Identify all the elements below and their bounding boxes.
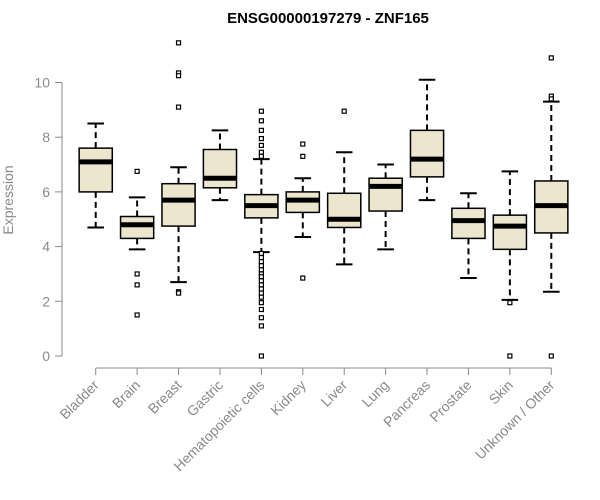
outlier-point bbox=[258, 278, 264, 284]
x-tick-label: Breast bbox=[145, 377, 185, 417]
y-tick-label: 0 bbox=[42, 348, 50, 364]
outlier-point bbox=[258, 149, 264, 155]
outlier-point bbox=[300, 275, 306, 281]
box-unknown-other bbox=[533, 55, 569, 359]
y-tick-label: 8 bbox=[42, 129, 50, 145]
box-iqr bbox=[78, 147, 114, 193]
box-iqr bbox=[492, 214, 528, 251]
outlier-point bbox=[258, 108, 264, 114]
box-iqr bbox=[451, 207, 486, 240]
box-bladder bbox=[78, 122, 114, 229]
outlier-point bbox=[258, 259, 264, 265]
outlier-point bbox=[258, 315, 264, 321]
box-skin bbox=[492, 170, 528, 359]
outlier-point bbox=[548, 353, 554, 359]
box-hematopoietic-cells bbox=[244, 108, 279, 359]
box-breast bbox=[161, 40, 196, 296]
outlier-point bbox=[258, 153, 264, 159]
box-iqr bbox=[161, 182, 196, 227]
outlier-point bbox=[175, 290, 182, 296]
outlier-point bbox=[258, 282, 264, 288]
box-kidney bbox=[285, 141, 321, 281]
box-liver bbox=[326, 108, 362, 266]
outlier-point bbox=[548, 96, 554, 102]
outlier-point bbox=[258, 254, 264, 261]
outlier-point bbox=[300, 153, 306, 159]
outlier-point bbox=[134, 312, 140, 318]
outlier-point bbox=[258, 118, 264, 124]
x-tick-label: Brain bbox=[109, 377, 143, 411]
outlier-point bbox=[548, 55, 554, 61]
outlier-point bbox=[175, 104, 182, 110]
boxes-group bbox=[78, 40, 569, 359]
outlier-point bbox=[258, 300, 264, 306]
outlier-point bbox=[258, 267, 264, 273]
x-tick-label: Kidney bbox=[267, 377, 309, 419]
outlier-point bbox=[258, 142, 264, 149]
box-prostate bbox=[451, 192, 486, 280]
outlier-point bbox=[300, 141, 306, 147]
y-axis: 0 2 4 6 8 10 bbox=[34, 75, 63, 364]
x-tick-label: Bladder bbox=[56, 377, 102, 423]
x-tick-label: Skin bbox=[485, 377, 516, 408]
outlier-point bbox=[258, 274, 264, 280]
outlier-point bbox=[258, 353, 264, 359]
outlier-point bbox=[175, 40, 182, 46]
outlier-point bbox=[258, 306, 264, 313]
box-iqr bbox=[409, 129, 445, 178]
box-iqr bbox=[202, 148, 238, 189]
x-tick-label: Prostate bbox=[426, 377, 474, 425]
outlier-point bbox=[258, 127, 264, 133]
box-pancreas bbox=[409, 78, 445, 202]
outlier-point bbox=[507, 300, 513, 306]
outlier-point bbox=[258, 294, 264, 300]
outlier-point bbox=[258, 135, 264, 142]
box-iqr bbox=[119, 215, 155, 240]
outlier-point bbox=[134, 168, 140, 174]
outlier-point bbox=[134, 282, 140, 288]
x-tick-label: Liver bbox=[318, 377, 351, 410]
outlier-point bbox=[258, 250, 264, 257]
outlier-point bbox=[341, 108, 347, 114]
box-gastric bbox=[202, 129, 238, 202]
y-axis-label: Expression bbox=[0, 165, 16, 234]
box-iqr bbox=[368, 177, 403, 212]
chart-title: ENSG00000197279 - ZNF165 bbox=[227, 10, 429, 27]
x-tick-label: Unknown / Other bbox=[472, 377, 558, 463]
outlier-point bbox=[134, 271, 140, 277]
y-tick-label: 2 bbox=[42, 293, 50, 309]
outlier-point bbox=[258, 290, 264, 296]
y-tick-label: 6 bbox=[42, 184, 50, 200]
box-iqr bbox=[326, 192, 362, 229]
outlier-point bbox=[507, 353, 513, 359]
outlier-point bbox=[258, 323, 264, 329]
x-tick-label: Lung bbox=[358, 377, 391, 410]
y-tick-label: 4 bbox=[42, 239, 50, 255]
outlier-point bbox=[175, 73, 182, 79]
outlier-point bbox=[258, 263, 264, 269]
outlier-point bbox=[258, 286, 264, 292]
box-brain bbox=[119, 168, 155, 318]
y-tick-label: 10 bbox=[34, 75, 50, 91]
box-lung bbox=[368, 163, 403, 251]
